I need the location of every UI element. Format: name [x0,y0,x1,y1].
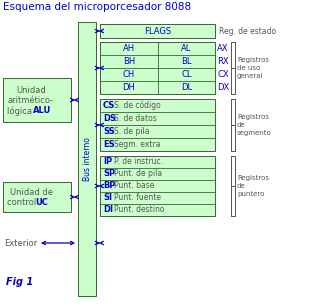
Text: de uso: de uso [237,65,260,71]
Text: Fig 1: Fig 1 [6,277,33,287]
Text: de: de [237,122,246,128]
Text: DL: DL [181,83,192,92]
Text: lógica: lógica [7,106,35,115]
Text: aritmético-: aritmético- [8,96,54,105]
Text: CX: CX [217,70,228,79]
Text: IP: IP [103,158,112,166]
Text: Exterior: Exterior [4,238,37,248]
Text: Punt. destino: Punt. destino [114,206,164,215]
Bar [100,42,215,94]
Text: UC: UC [35,198,48,207]
Text: CS: CS [103,101,115,110]
Bar [78,22,96,296]
Text: AX: AX [217,44,228,53]
Text: Registros: Registros [237,175,269,181]
Text: Unidad: Unidad [16,86,46,95]
Text: AL: AL [181,44,191,53]
Text: Punt. fuente: Punt. fuente [114,193,161,203]
Text: S. de código: S. de código [114,101,161,110]
Text: AH: AH [123,44,135,53]
Text: FLAGS: FLAGS [144,27,171,35]
Bar [100,24,215,38]
Text: segmento: segmento [237,130,272,136]
Bar [3,182,71,212]
Text: puntero: puntero [237,191,264,197]
Text: SI: SI [103,193,112,203]
Text: Bus interno: Bus interno [83,137,92,181]
Text: S. de datos: S. de datos [114,114,157,123]
Text: P. de instruc.: P. de instruc. [114,158,163,166]
Text: ALU: ALU [33,106,51,115]
Text: CH: CH [123,70,135,79]
Text: ES: ES [103,140,115,149]
Text: Unidad de: Unidad de [10,188,52,197]
Text: SS: SS [103,127,115,136]
Text: CL: CL [181,70,191,79]
Text: SP: SP [103,170,115,178]
Text: DS: DS [103,114,116,123]
Text: de: de [237,183,246,189]
Text: RX: RX [217,57,228,66]
Text: Segm. extra: Segm. extra [114,140,161,149]
Bar [100,156,215,216]
Text: Reg. de estado: Reg. de estado [219,27,276,35]
Text: Esquema del microporcesador 8088: Esquema del microporcesador 8088 [3,2,191,12]
Text: DI: DI [103,206,113,215]
Text: S. de pila: S. de pila [114,127,149,136]
Text: Punt. de pila: Punt. de pila [114,170,162,178]
Text: DH: DH [122,83,135,92]
Text: general: general [237,73,263,79]
Text: control: control [7,198,39,207]
Text: BP: BP [103,181,116,191]
Bar [100,99,215,151]
Text: Registros: Registros [237,114,269,120]
Text: Punt. base: Punt. base [114,181,154,191]
Text: BL: BL [181,57,191,66]
Text: DX: DX [217,83,229,92]
Text: Registros: Registros [237,57,269,63]
Bar [3,78,71,122]
Text: BH: BH [123,57,135,66]
